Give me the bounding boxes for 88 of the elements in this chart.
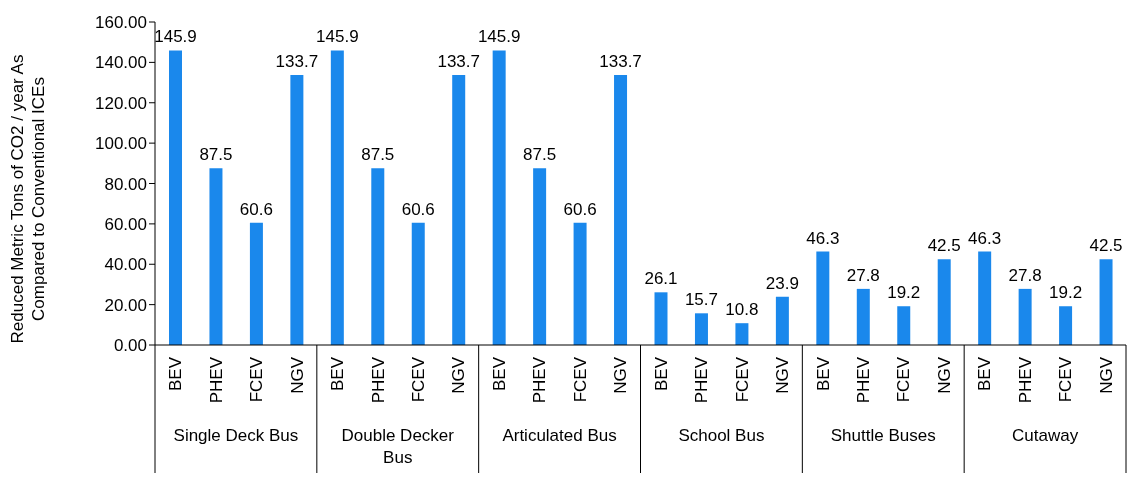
- bar: [492, 50, 506, 345]
- text: Articulated Bus: [501, 425, 618, 447]
- bar: [1059, 306, 1073, 345]
- x-tick-label: PHEV: [1015, 356, 1035, 404]
- data-label: 19.2: [887, 283, 921, 303]
- data-label: 27.8: [1008, 265, 1042, 285]
- x-tick-label: BEV: [328, 356, 348, 392]
- x-tick-label: BEV: [489, 356, 509, 392]
- data-label: 42.5: [927, 236, 961, 256]
- data-label: 10.8: [725, 300, 759, 320]
- bar: [249, 222, 263, 345]
- x-tick-label: NGV: [449, 356, 469, 394]
- data-label: 87.5: [523, 145, 557, 165]
- data-label: 27.8: [846, 265, 880, 285]
- bar: [411, 222, 425, 345]
- bar: [856, 288, 870, 345]
- data-label: 42.5: [1089, 236, 1123, 256]
- bar: [897, 306, 911, 345]
- bar: [209, 168, 223, 345]
- x-tick-label: NGV: [611, 356, 631, 394]
- data-label: 87.5: [361, 145, 395, 165]
- data-label: 60.6: [239, 199, 273, 219]
- data-label: 15.7: [684, 290, 719, 310]
- bar: [978, 251, 992, 345]
- data-label: 145.9: [477, 27, 521, 47]
- y-tick-label: 20.00: [104, 295, 147, 315]
- bar: [573, 222, 587, 345]
- bar: [735, 323, 749, 345]
- bar: [694, 313, 708, 345]
- x-tick-label: NGV: [287, 356, 307, 394]
- x-tick-label: PHEV: [206, 356, 226, 404]
- text: School Bus: [677, 425, 766, 447]
- x-tick-label: FCEV: [732, 356, 752, 403]
- text: Shuttle Buses: [829, 425, 937, 447]
- bar: [775, 296, 789, 345]
- bar: [371, 168, 385, 345]
- data-label: 133.7: [599, 52, 642, 72]
- data-label: 46.3: [968, 228, 1002, 248]
- y-tick-label: 160.00: [95, 13, 147, 33]
- x-tick-label: PHEV: [530, 356, 550, 404]
- y-tick-label: 140.00: [95, 53, 147, 73]
- data-label: 133.7: [275, 52, 319, 72]
- bar: [1099, 259, 1113, 345]
- y-axis-title: Reduced Metric Tons of CO2 / year As Compared to Conventional ICEs: [7, 53, 49, 346]
- data-label: 87.5: [199, 145, 233, 165]
- y-tick-label: 0.00: [113, 336, 147, 356]
- x-tick-label: BEV: [166, 356, 186, 392]
- x-tick-label: NGV: [773, 356, 793, 394]
- text: Single Deck Bus: [172, 425, 300, 447]
- bar: [290, 75, 304, 345]
- x-tick-label: FCEV: [1056, 356, 1076, 403]
- x-tick-label: BEV: [975, 356, 995, 392]
- data-label: 60.6: [563, 199, 597, 219]
- data-label: 60.6: [401, 199, 435, 219]
- bar: [169, 50, 182, 345]
- y-tick-label: 80.00: [104, 174, 147, 194]
- x-tick-label: FCEV: [894, 356, 914, 403]
- data-label: 133.7: [437, 52, 480, 72]
- data-label: 46.3: [806, 228, 840, 248]
- bar: [937, 259, 951, 345]
- x-tick-label: PHEV: [692, 356, 712, 404]
- bar: [654, 292, 668, 345]
- y-tick-label: 100.00: [95, 134, 147, 154]
- y-tick-label: 60.00: [104, 214, 147, 234]
- data-label: 19.2: [1049, 283, 1083, 303]
- x-tick-label: PHEV: [854, 356, 874, 404]
- data-label: 23.9: [765, 273, 799, 293]
- bar: [330, 50, 344, 345]
- y-tick-label: 120.00: [95, 93, 147, 113]
- bar: [452, 75, 466, 345]
- x-tick-label: NGV: [934, 356, 954, 394]
- data-label: 26.1: [644, 269, 678, 289]
- y-tick-label: 40.00: [104, 255, 147, 275]
- bar: [614, 75, 628, 345]
- text: Cutaway: [1011, 425, 1080, 447]
- x-tick-label: PHEV: [368, 356, 388, 404]
- x-tick-label: BEV: [651, 356, 671, 392]
- x-tick-label: FCEV: [408, 356, 428, 403]
- text: Double Decker Bus: [340, 425, 455, 469]
- x-tick-label: FCEV: [247, 356, 267, 403]
- x-tick-label: FCEV: [570, 356, 590, 403]
- bar: [816, 251, 830, 345]
- bar: [1018, 288, 1032, 345]
- x-tick-label: NGV: [1096, 356, 1116, 394]
- data-label: 145.9: [316, 27, 359, 47]
- bar: [533, 168, 547, 345]
- x-tick-label: BEV: [813, 356, 833, 392]
- data-label: 145.9: [154, 27, 197, 47]
